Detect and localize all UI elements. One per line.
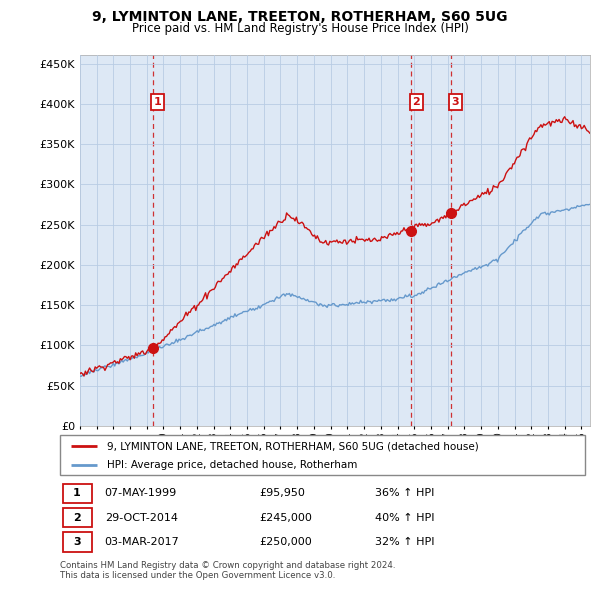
Text: 07-MAY-1999: 07-MAY-1999 — [104, 489, 177, 499]
Text: Price paid vs. HM Land Registry's House Price Index (HPI): Price paid vs. HM Land Registry's House … — [131, 22, 469, 35]
FancyBboxPatch shape — [62, 532, 91, 552]
Text: 2: 2 — [73, 513, 81, 523]
Text: £245,000: £245,000 — [260, 513, 313, 523]
Text: 1: 1 — [73, 489, 81, 499]
Text: 9, LYMINTON LANE, TREETON, ROTHERHAM, S60 5UG: 9, LYMINTON LANE, TREETON, ROTHERHAM, S6… — [92, 10, 508, 24]
Text: 40% ↑ HPI: 40% ↑ HPI — [375, 513, 434, 523]
Text: 3: 3 — [73, 537, 81, 547]
Text: 32% ↑ HPI: 32% ↑ HPI — [375, 537, 434, 547]
FancyBboxPatch shape — [62, 484, 91, 503]
Text: 9, LYMINTON LANE, TREETON, ROTHERHAM, S60 5UG (detached house): 9, LYMINTON LANE, TREETON, ROTHERHAM, S6… — [107, 441, 479, 451]
Text: 36% ↑ HPI: 36% ↑ HPI — [375, 489, 434, 499]
FancyBboxPatch shape — [62, 508, 91, 527]
FancyBboxPatch shape — [60, 435, 585, 475]
Text: HPI: Average price, detached house, Rotherham: HPI: Average price, detached house, Roth… — [107, 460, 358, 470]
Text: 1: 1 — [154, 97, 161, 107]
Text: £95,950: £95,950 — [260, 489, 305, 499]
Text: Contains HM Land Registry data © Crown copyright and database right 2024.
This d: Contains HM Land Registry data © Crown c… — [60, 560, 395, 580]
Text: 3: 3 — [452, 97, 460, 107]
Text: 29-OCT-2014: 29-OCT-2014 — [104, 513, 178, 523]
Text: 2: 2 — [413, 97, 420, 107]
Text: £250,000: £250,000 — [260, 537, 312, 547]
Text: 03-MAR-2017: 03-MAR-2017 — [104, 537, 179, 547]
